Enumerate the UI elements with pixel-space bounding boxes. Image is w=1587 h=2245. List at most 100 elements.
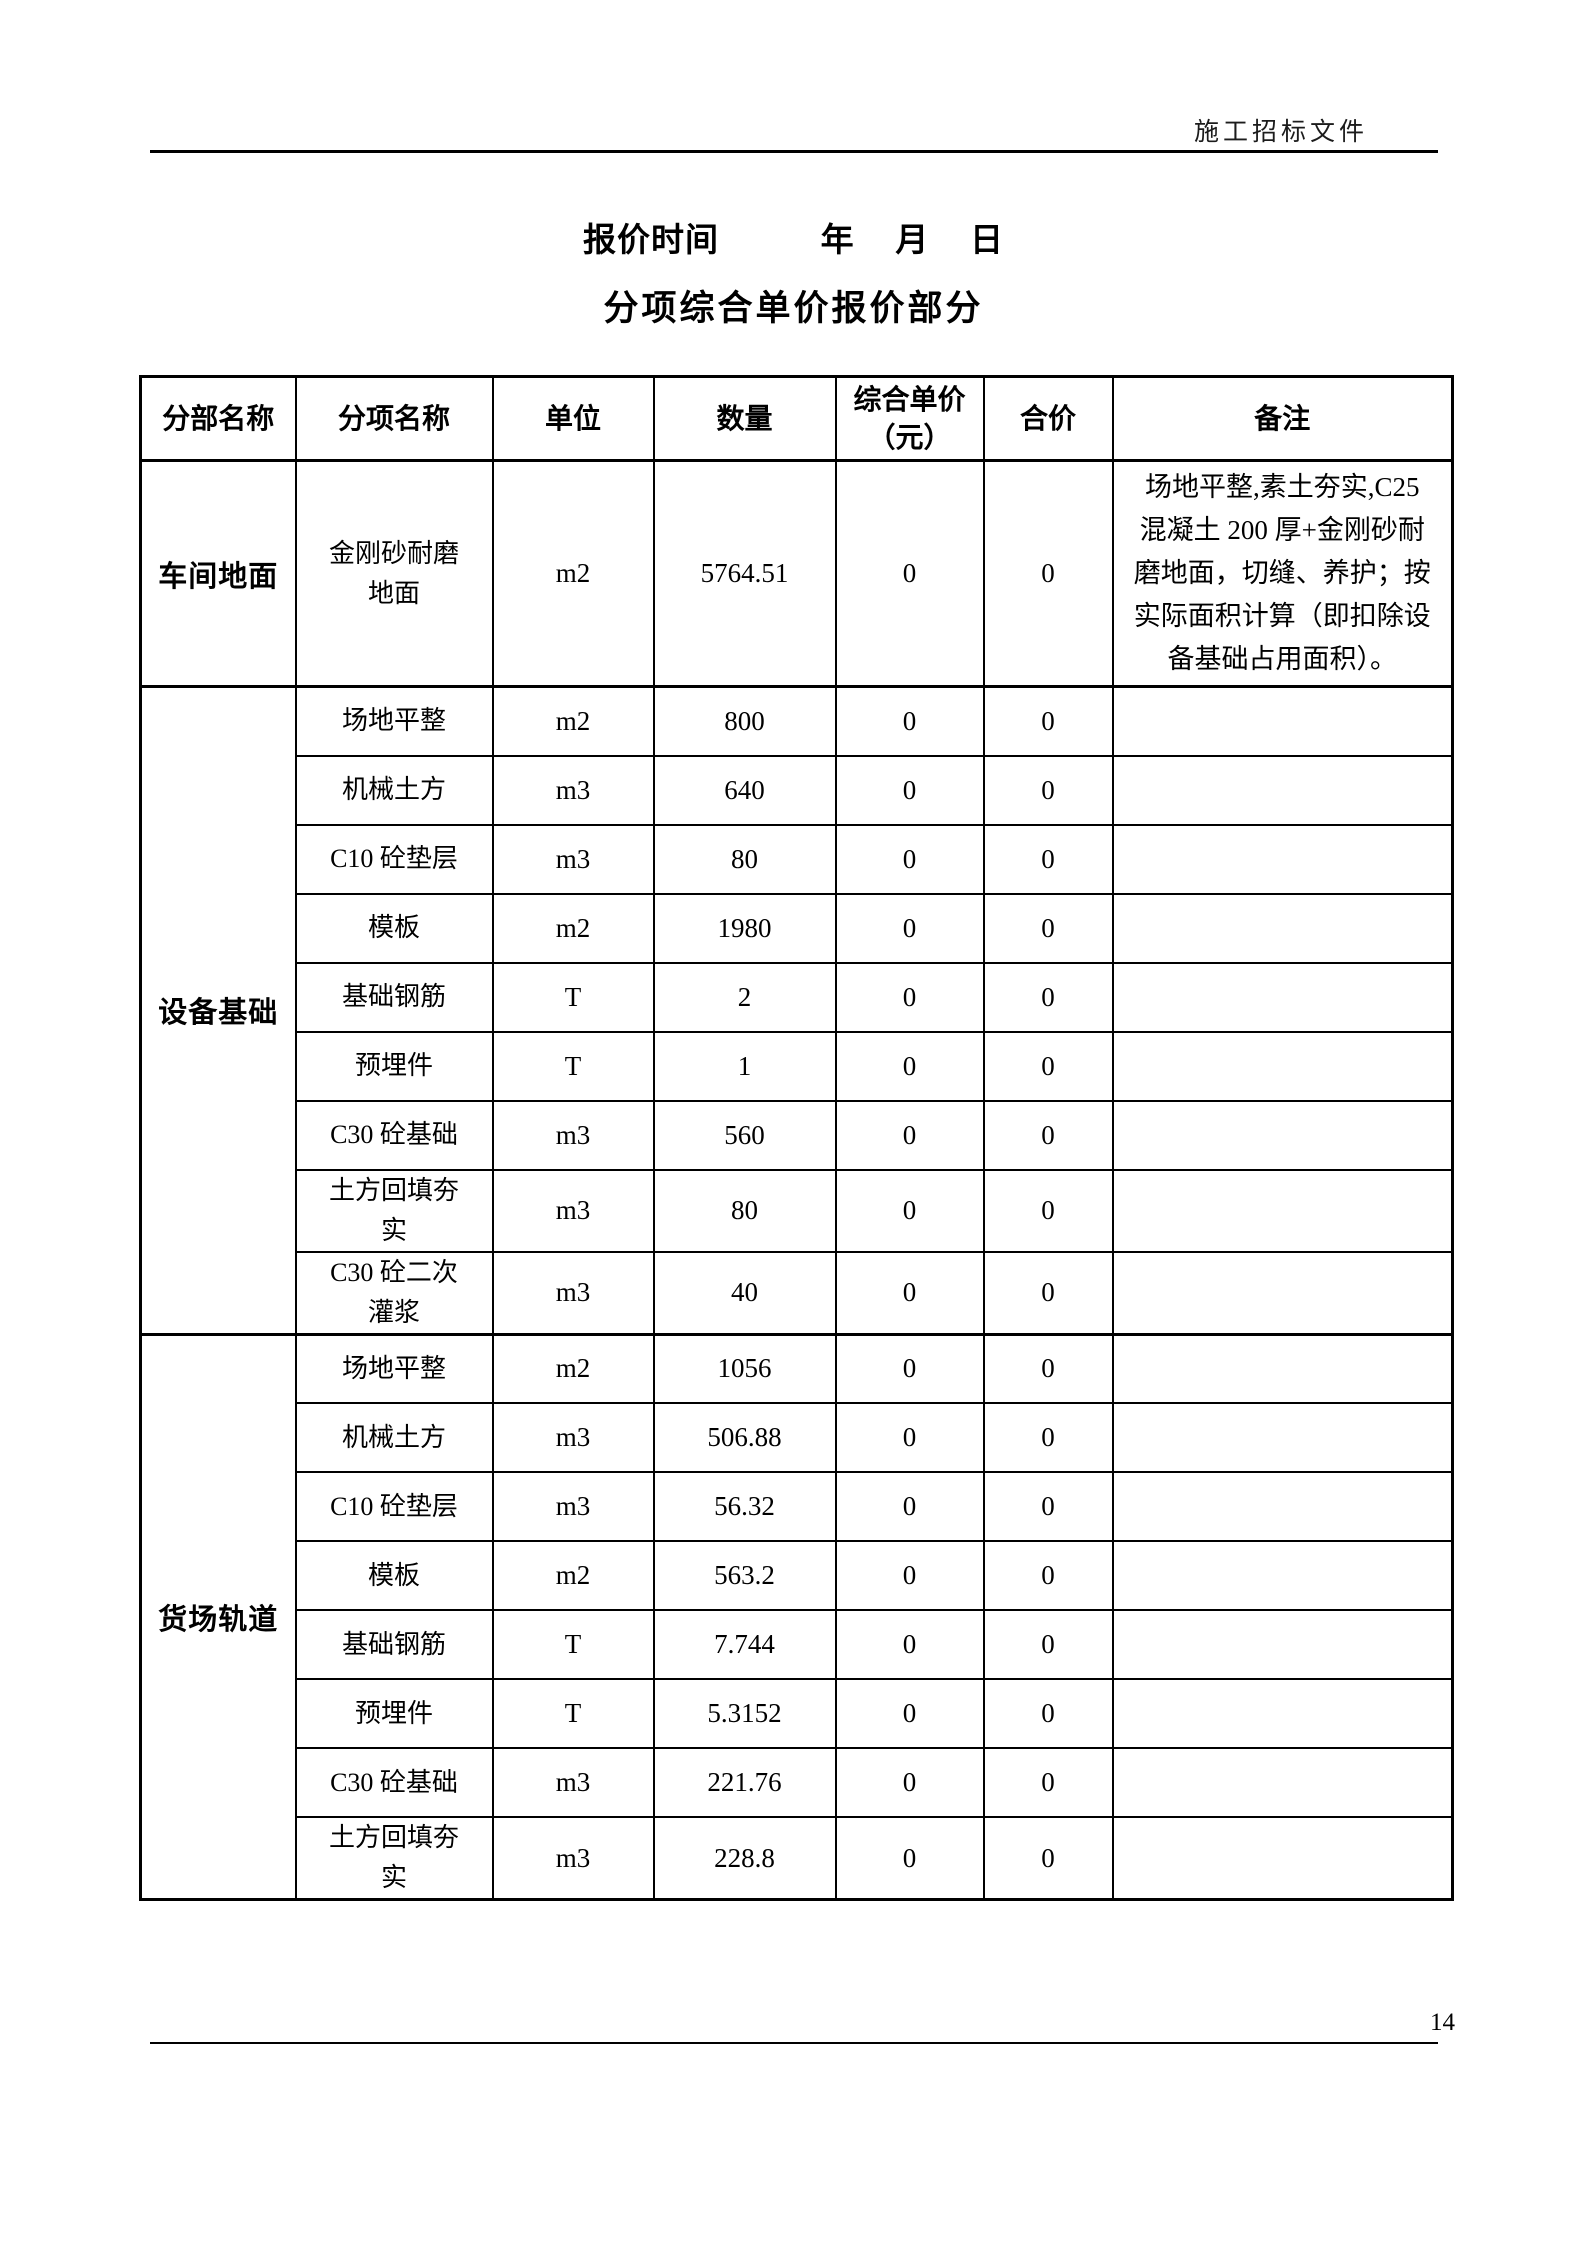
cell-note	[1111, 1099, 1454, 1171]
cell-unit: T	[491, 1030, 655, 1102]
cell-item: C30 砼二次灌浆	[294, 1250, 494, 1335]
table-row: 土方回填夯实 m3 80 0 0	[141, 1168, 1454, 1253]
page-number: 14	[1430, 2009, 1455, 2036]
table-row: 土方回填夯实 m3 228.8 0 0	[141, 1816, 1454, 1901]
column-header: 分部名称	[139, 375, 297, 462]
cell-unit_price: 0	[834, 685, 985, 757]
cell-unit_price: 0	[834, 892, 985, 964]
cell-qty: 640	[652, 754, 837, 826]
cell-item: 基础钢筋	[294, 1609, 494, 1680]
table-row: 模板 m2 563.2 0 0	[141, 1540, 1454, 1611]
cell-note: 场地平整,素土夯实,C25混凝土 200 厚+金刚砂耐磨地面，切缝、养护；按实际…	[1111, 459, 1454, 688]
table-row: C10 砼垫层 m3 56.32 0 0	[141, 1471, 1454, 1542]
cell-unit: m3	[491, 823, 655, 895]
cell-unit_price: 0	[834, 1609, 985, 1680]
cell-total: 0	[982, 1250, 1114, 1335]
cell-unit: m3	[491, 1168, 655, 1253]
table-row: 基础钢筋 T 2 0 0	[141, 961, 1454, 1033]
cell-unit_price: 0	[834, 1747, 985, 1818]
cell-item: 机械土方	[294, 754, 494, 826]
table-row: 机械土方 m3 640 0 0	[141, 754, 1454, 826]
cell-note	[1111, 1816, 1454, 1901]
cell-item: 场地平整	[294, 685, 494, 757]
cell-item: 土方回填夯实	[294, 1168, 494, 1253]
cell-note	[1111, 1540, 1454, 1611]
group-label: 设备基础	[139, 685, 297, 1335]
cell-qty: 228.8	[652, 1816, 837, 1901]
cell-qty: 1	[652, 1030, 837, 1102]
cell-unit: T	[491, 961, 655, 1033]
cell-qty: 2	[652, 961, 837, 1033]
quote-date-title: 报价时间 年 月 日	[582, 221, 1005, 258]
cell-qty: 560	[652, 1099, 837, 1171]
cell-total: 0	[982, 685, 1114, 757]
cell-total: 0	[982, 961, 1114, 1033]
table-row: 货场轨道 场地平整 m2 1056 0 0	[139, 1332, 1454, 1901]
cell-unit_price: 0	[834, 1168, 985, 1253]
header-divider	[150, 150, 1438, 153]
cell-unit: m3	[491, 754, 655, 826]
cell-total: 0	[982, 1471, 1114, 1542]
cell-note	[1111, 892, 1454, 964]
cell-qty: 7.744	[652, 1609, 837, 1680]
cell-total: 0	[982, 459, 1114, 688]
table-body: 车间地面 金刚砂耐磨地面 m2 5764.51 0 0 场地平整,素土夯实,C25混凝土 2…	[139, 459, 1454, 1901]
cell-unit_price: 0	[834, 823, 985, 895]
cell-total: 0	[982, 1332, 1114, 1404]
cell-item: 机械土方	[294, 1402, 494, 1473]
cell-total: 0	[982, 1168, 1114, 1253]
cell-note	[1111, 1332, 1454, 1404]
cell-total: 0	[982, 823, 1114, 895]
cell-unit: T	[491, 1678, 655, 1749]
cell-unit: m2	[491, 459, 655, 688]
cell-note	[1111, 1168, 1454, 1253]
cell-item: 土方回填夯实	[294, 1816, 494, 1901]
cell-note	[1111, 1609, 1454, 1680]
cell-item: C10 砼垫层	[294, 1471, 494, 1542]
cell-note	[1111, 1471, 1454, 1542]
cell-unit: m3	[491, 1099, 655, 1171]
cell-qty: 5.3152	[652, 1678, 837, 1749]
cell-qty: 563.2	[652, 1540, 837, 1611]
cell-total: 0	[982, 1402, 1114, 1473]
cell-unit: m3	[491, 1471, 655, 1542]
cell-total: 0	[982, 1099, 1114, 1171]
cell-total: 0	[982, 892, 1114, 964]
cell-note	[1111, 1402, 1454, 1473]
table-row: 设备基础 场地平整 m2 800 0 0	[139, 685, 1454, 1335]
cell-qty: 80	[652, 823, 837, 895]
cell-qty: 221.76	[652, 1747, 837, 1818]
cell-item: C10 砼垫层	[294, 823, 494, 895]
table-row: 预埋件 T 1 0 0	[141, 1030, 1454, 1102]
cell-item: 基础钢筋	[294, 961, 494, 1033]
cell-note	[1111, 685, 1454, 757]
cell-total: 0	[982, 1747, 1114, 1818]
cell-total: 0	[982, 754, 1114, 826]
table-header: 分部名称 分项名称 单位 数量 综合单价（元） 合价 备注	[139, 375, 1454, 462]
cell-item: 预埋件	[294, 1030, 494, 1102]
cell-item: 场地平整	[294, 1332, 494, 1404]
cell-item: C30 砼基础	[294, 1747, 494, 1818]
pricing-table: 分部名称 分项名称 单位 数量 综合单价（元） 合价 备注 车间地面 金刚砂耐磨地面 m2 576…	[139, 375, 1454, 1901]
cell-unit: m2	[491, 1332, 655, 1404]
table-row: C30 砼基础 m3 221.76 0 0	[141, 1747, 1454, 1818]
table-row: 基础钢筋 T 7.744 0 0	[141, 1609, 1454, 1680]
cell-unit_price: 0	[834, 1816, 985, 1901]
cell-unit_price: 0	[834, 1099, 985, 1171]
cell-qty: 800	[652, 685, 837, 757]
cell-unit_price: 0	[834, 1402, 985, 1473]
cell-total: 0	[982, 1540, 1114, 1611]
cell-unit_price: 0	[834, 1471, 985, 1542]
cell-unit: m2	[491, 685, 655, 757]
cell-unit_price: 0	[834, 459, 985, 688]
cell-total: 0	[982, 1678, 1114, 1749]
table-row: 机械土方 m3 506.88 0 0	[141, 1402, 1454, 1473]
document-header-label: 施工招标文件	[1194, 119, 1369, 146]
cell-note	[1111, 823, 1454, 895]
cell-unit: m3	[491, 1402, 655, 1473]
cell-unit_price: 0	[834, 1678, 985, 1749]
column-header: 备注	[1111, 375, 1454, 462]
cell-item: 模板	[294, 1540, 494, 1611]
table-row: C10 砼垫层 m3 80 0 0	[141, 823, 1454, 895]
